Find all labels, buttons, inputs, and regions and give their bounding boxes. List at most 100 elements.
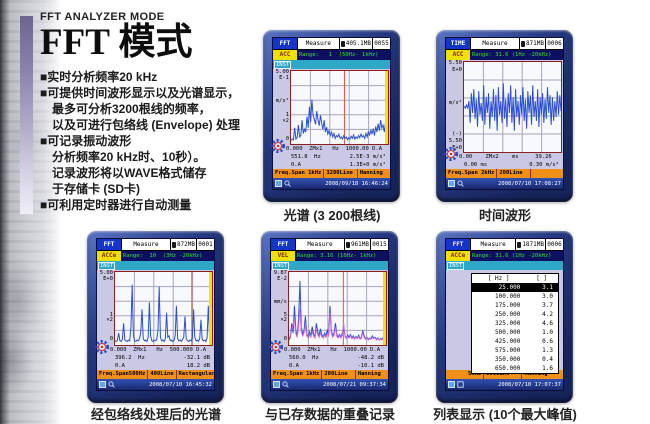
overall-readout: 0.A -10.1 dB <box>271 362 388 370</box>
window-function: Hanning <box>359 170 383 176</box>
peak-list-box: [ Hz ] [ ] 25.000 3.1 100.000 3.0 175.000 3.7… <box>471 273 559 374</box>
peak-row: 175.000 3.7 <box>495 302 553 309</box>
status-bar: 2008/07/10 17:07:37 <box>446 379 563 390</box>
memory-free: 1871MB <box>522 241 544 248</box>
peak-row: 650.000 1.6 <box>495 365 553 372</box>
status-header: FFT Measure 961MB 0015 <box>271 239 388 251</box>
memory-card-icon <box>171 241 176 248</box>
cursor-y: 2.5E-3 m/s² <box>349 154 386 160</box>
intro-text-block: FFT ANALYZER MODE FFT 模式 ■实时分析频率20 kHz ■… <box>40 11 272 213</box>
device-spectrum-3200: FFT Measure 405.1MB 0055 ACC Range: 1 (5… <box>263 30 400 202</box>
scale-strip <box>383 272 386 345</box>
memory-card-icon <box>340 40 345 47</box>
cursor-y: 0.30 m/s² <box>529 162 559 168</box>
status-bar: 2008/07/21 09:37:34 <box>271 379 388 390</box>
bullet-line: 分析频率20 kHz时、10秒）。 <box>52 150 206 165</box>
settings-bar: 5kHz 200Line Hanning <box>446 370 563 379</box>
range-row: ACC Range: 1 (50Hz- 1kHz) <box>273 50 390 60</box>
peak-row: 25.000 3.1 <box>472 283 558 292</box>
store-mode-label: INST <box>98 261 116 270</box>
file-counter: 0001 <box>198 241 213 248</box>
purple-accent-bar <box>20 16 33 214</box>
window-function <box>531 169 563 178</box>
stop-icon <box>275 180 282 187</box>
store-mode-label: INST <box>447 261 465 270</box>
range-value: Range: 10 (3Hz -20kHz) <box>123 253 203 259</box>
channel-label: VEL <box>271 251 295 261</box>
datetime: 2008/07/21 09:37:34 <box>323 381 386 388</box>
magnifier-icon <box>457 180 464 187</box>
freq-span: Freq.Span 1kHz <box>271 370 323 379</box>
overall-label: 0.A <box>291 162 301 168</box>
bullet-line: 记录波形将以WAVE格式储存 <box>52 166 207 181</box>
settings-bar: Freq.Span 1kHz 200Line Hanning <box>271 370 388 379</box>
overall-readout: 0.A 18.2 dB <box>97 362 214 370</box>
bullet-line: 以及可进行包络线 (Envelope) 处理 <box>52 118 241 133</box>
mode-indicator: FFT <box>271 239 295 250</box>
y-axis-labels: 5.50 E+0 m/s² (-) 5.50 E+0 <box>448 60 462 151</box>
peak-row: 575.000 1.3 <box>495 347 553 354</box>
store-mode-row: INST <box>273 60 390 69</box>
memory-card-icon <box>345 241 350 248</box>
range-row: ACC Range: 31.6 (1Hz -20kHz) <box>446 50 563 60</box>
device-envelope-spectrum: FFT Measure 872MB 0001 ACCe Range: 10 (3… <box>87 231 224 403</box>
status-header: TIME Measure 871MB 0006 <box>446 38 563 50</box>
device-overlay-record: FFT Measure 961MB 0015 VEL Range: 3.16 (… <box>261 231 398 403</box>
memory-free: 961MB <box>350 241 369 248</box>
range-value: Range: 31.6 (1Hz -20kHz) <box>472 253 552 259</box>
freq-span: Freq.Span 2kHz <box>446 169 498 178</box>
channel-label: ACC <box>273 50 297 60</box>
waveform-plot <box>464 62 561 152</box>
bullet-line: ■实时分析频率20 kHz <box>40 70 158 85</box>
cursor-readout: 551.8 Hz 2.5E-3 m/s² <box>273 153 390 161</box>
caption-overlay: 与已存数据的重叠记录 <box>264 407 395 422</box>
lcd-screen: FFT Measure 1871MB 0006 ACCe Range: 31.6… <box>445 238 564 391</box>
plot-area <box>288 271 387 346</box>
cursor-readout: 396.2 Hz -32.1 dB <box>97 354 214 362</box>
feature-bullet-list: ■实时分析频率20 kHz ■可提供时间波形显示以及光谱显示， 最多可分析320… <box>40 69 272 213</box>
memory-cell: 961MB <box>345 239 371 250</box>
cursor-readout: 560.0 Hz -48.2 dB <box>271 354 388 362</box>
x-axis-row: 0.000 ZMx1 Hz 500.000 D.A <box>110 347 207 353</box>
store-mode-row: INST <box>446 261 563 270</box>
y-axis-labels: 5.00 E+0 1 ×2 0 <box>99 270 113 343</box>
graph-area: 5.50 E+0 m/s² (-) 5.50 E+0 <box>446 60 563 153</box>
datetime: 2008/07/10 17:08:27 <box>498 180 561 187</box>
line-count: 200Line <box>497 169 531 178</box>
mode-indicator: TIME <box>446 38 470 49</box>
measure-state: Measure <box>470 239 517 250</box>
caption-peak-list: 列表显示 (10个最大峰值) <box>433 407 577 422</box>
memory-free: 872MB <box>176 241 195 248</box>
cursor-x: 560.0 Hz <box>289 355 319 361</box>
datetime: 2008/09/18 16:46:24 <box>325 180 388 187</box>
memory-cell: 1871MB <box>516 239 546 250</box>
peak-col-value: [ ] <box>536 275 548 282</box>
mode-indicator: FFT <box>97 239 121 250</box>
window-function: Hanning <box>357 371 381 377</box>
memory-card-icon <box>517 241 522 248</box>
cursor-x: 0.00 ms <box>464 162 488 168</box>
rotation-dial-icon <box>95 340 109 354</box>
channel-label: ACCe <box>446 251 470 261</box>
peak-row: 350.000 0.4 <box>495 356 553 363</box>
settings-bar: Freq.Span 2kHz 200Line <box>446 169 563 178</box>
store-mode-row: INST <box>97 261 214 270</box>
memory-cell: 405.1MB <box>340 38 373 49</box>
line-count: 3200Line <box>324 169 358 178</box>
line-count: 200Line <box>322 370 356 379</box>
freq-span: Freq.Span500Hz <box>97 370 149 379</box>
range-value: Range: 1 (50Hz- 1kHz) <box>299 52 379 58</box>
bullet-line: ■可记录振动波形 <box>40 134 132 149</box>
memory-free: 871MB <box>525 40 544 47</box>
range-row: ACCe Range: 10 (3Hz -20kHz) <box>97 251 214 261</box>
graph-area: 5.00 E+0 1 ×2 0 <box>97 270 214 346</box>
stop-icon <box>448 180 455 187</box>
graph-area: 5.00 E-1 m/s² 1 ×2 0 <box>273 69 390 145</box>
page-title: FFT 模式 <box>40 22 193 63</box>
lcd-screen: FFT Measure 872MB 0001 ACCe Range: 10 (3… <box>95 238 215 391</box>
status-bar: 2008/09/18 16:46:24 <box>273 178 390 189</box>
overall-value: 18.2 dB <box>186 363 210 369</box>
lcd-screen: TIME Measure 871MB 0006 ACC Range: 31.6 … <box>444 37 564 190</box>
mode-indicator: FFT <box>273 38 297 49</box>
